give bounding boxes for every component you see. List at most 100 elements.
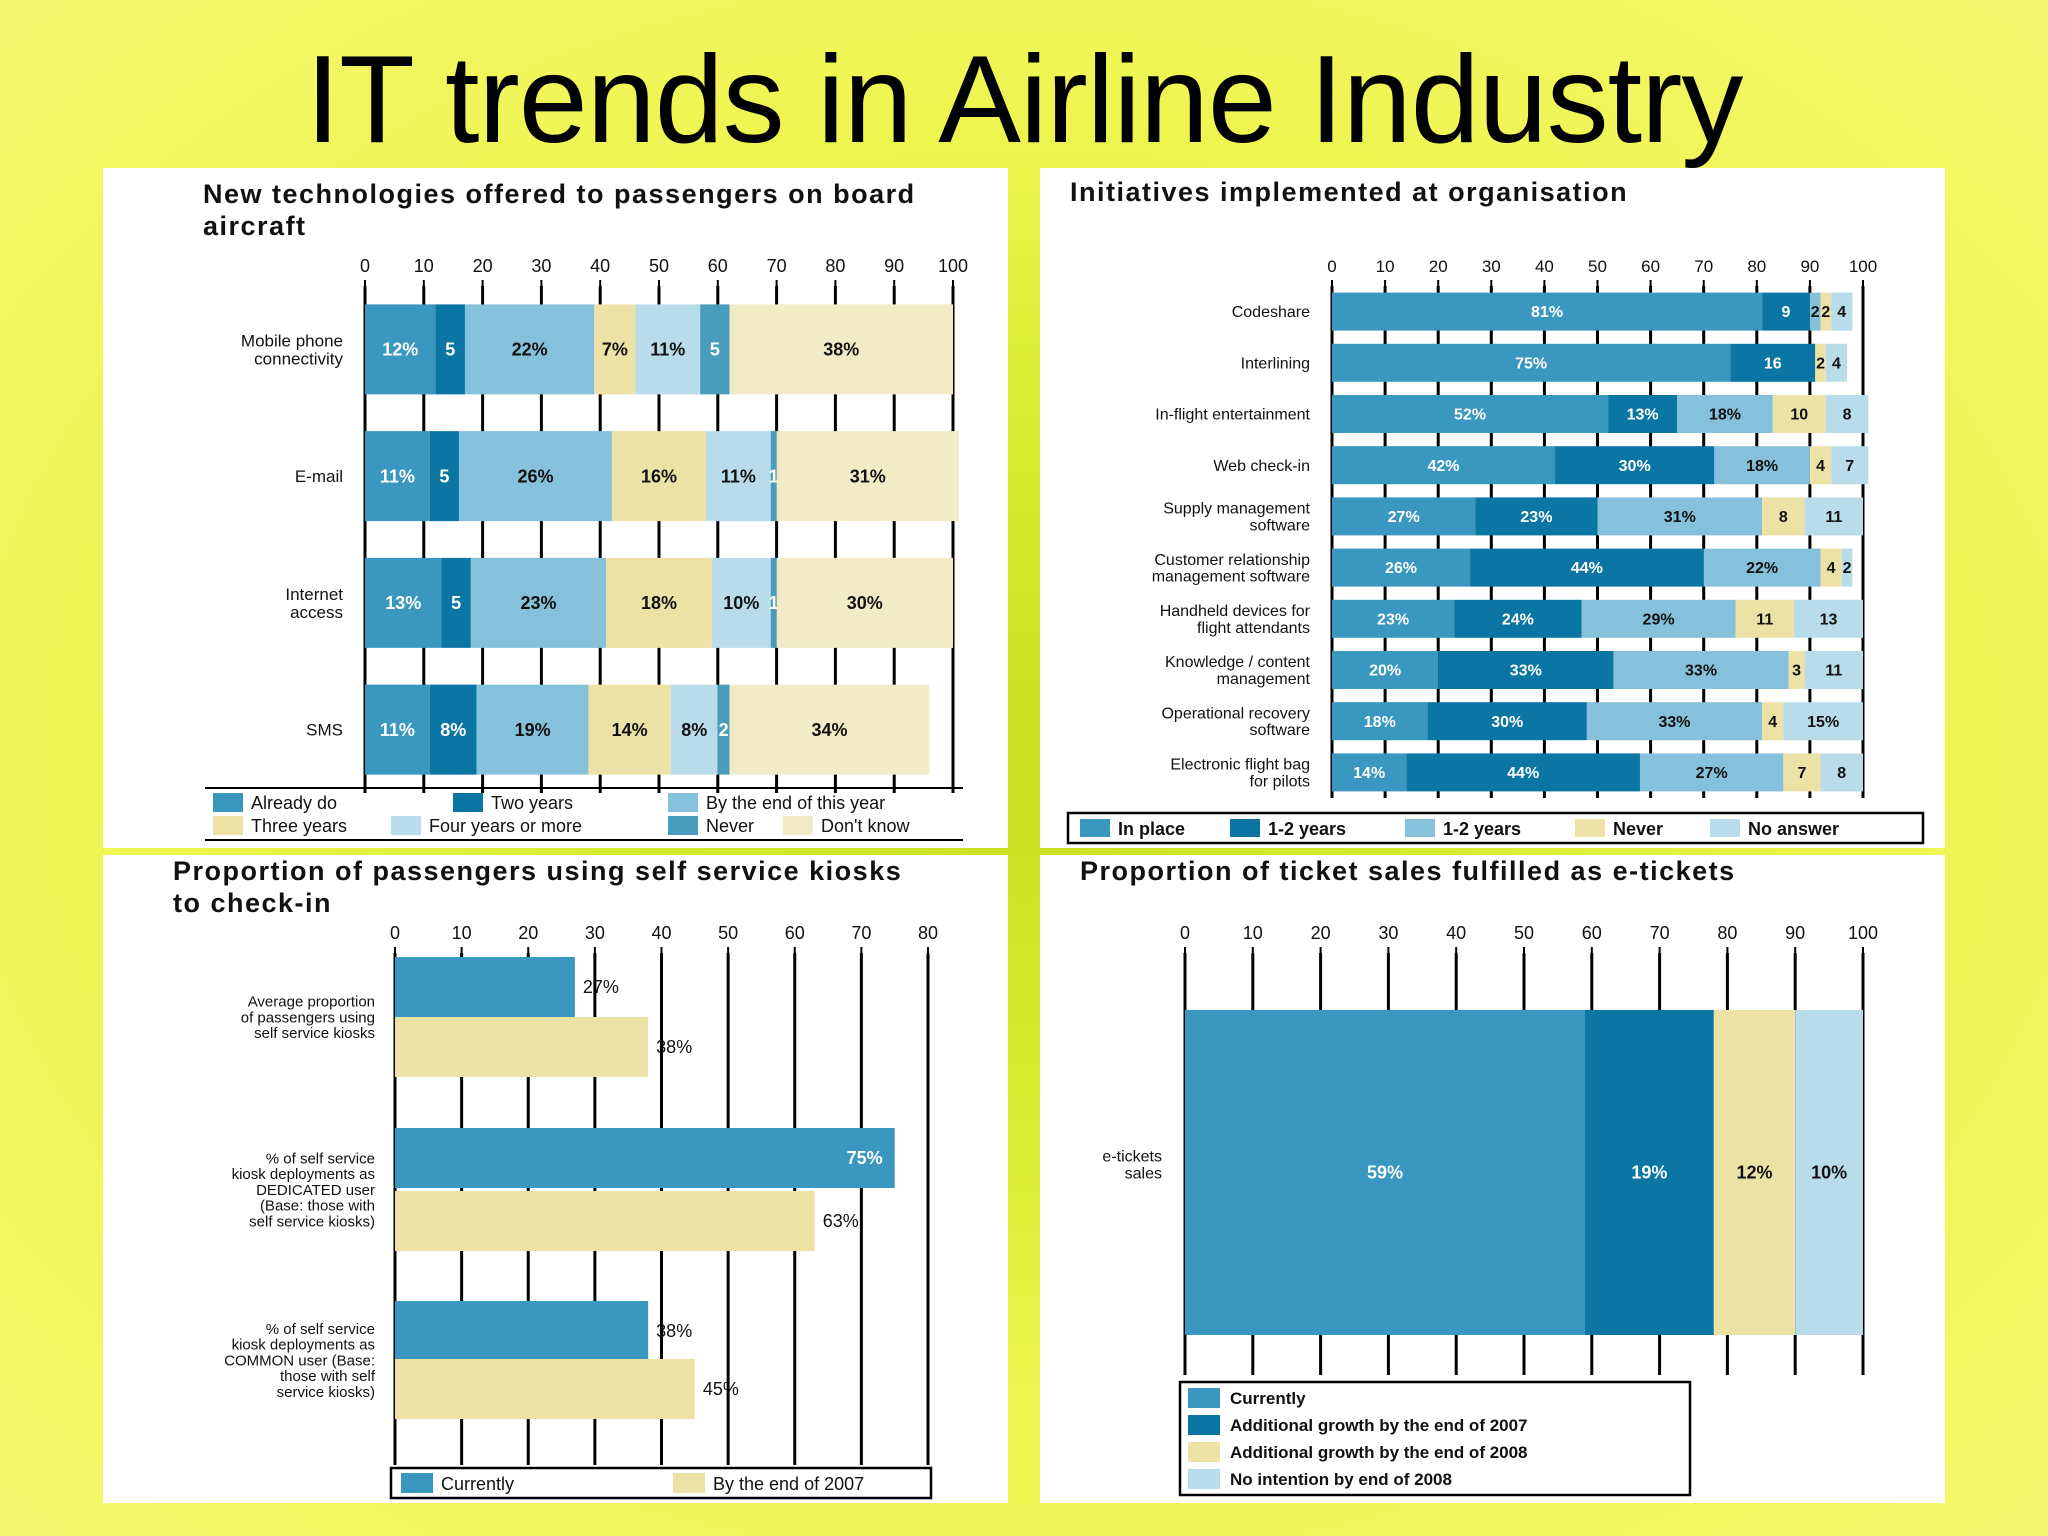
- legend-swatch: [1080, 819, 1110, 837]
- category-label: SMS: [306, 721, 343, 740]
- bar: [395, 1359, 695, 1419]
- bar-segment: [1735, 599, 1794, 638]
- legend-swatch: [213, 793, 243, 812]
- bar-segment: [1332, 497, 1476, 536]
- data-label: 29%: [1643, 611, 1675, 628]
- data-label: 11%: [380, 720, 415, 740]
- data-label: 81%: [1531, 304, 1563, 321]
- data-label: 2: [1821, 304, 1830, 321]
- bar-segment: [1332, 343, 1731, 382]
- bar-segment: [711, 557, 771, 648]
- data-label: 4: [1837, 304, 1846, 321]
- bar-segment: [1585, 1010, 1714, 1335]
- data-label: 30%: [1491, 714, 1523, 731]
- x-tick-label: 40: [590, 256, 610, 276]
- data-label: 2: [1816, 355, 1825, 372]
- bar-segment: [1825, 343, 1848, 382]
- bar-segment: [1820, 292, 1832, 331]
- x-tick-label: 60: [785, 923, 805, 943]
- category-label: management: [1217, 671, 1311, 688]
- legend-swatch: [401, 1473, 433, 1493]
- x-tick-label: 30: [531, 256, 551, 276]
- data-label: 13%: [1627, 407, 1659, 424]
- data-label: 1: [769, 593, 779, 613]
- data-label: 12%: [1737, 1163, 1773, 1183]
- bar-segment: [1783, 702, 1863, 741]
- category-label: Knowledge / content: [1165, 654, 1311, 671]
- category-label: Electronic flight bag: [1170, 757, 1310, 774]
- data-label: 16: [1764, 355, 1782, 372]
- data-label: 33%: [1685, 663, 1717, 680]
- legend-label: By the end of 2007: [713, 1474, 864, 1494]
- data-label: 7: [1845, 458, 1854, 475]
- data-label: 38%: [656, 1037, 692, 1057]
- legend-swatch: [1230, 819, 1260, 837]
- data-label: 19%: [1631, 1163, 1667, 1183]
- bar-segment: [470, 557, 607, 648]
- bar: [395, 1017, 649, 1077]
- data-label: 3: [1792, 663, 1801, 680]
- chart-title: Proportion of passengers using self serv…: [173, 856, 903, 918]
- bar-segment: [1332, 753, 1407, 792]
- data-label: 4: [1768, 714, 1777, 731]
- legend-label: Currently: [441, 1474, 514, 1494]
- data-label: 34%: [812, 720, 848, 740]
- bar-segment: [729, 684, 930, 775]
- bar-segment: [1825, 395, 1869, 433]
- data-label: 8: [1837, 765, 1846, 782]
- bar-segment: [770, 557, 777, 648]
- bar-segment: [1185, 1010, 1586, 1335]
- data-label: 75%: [847, 1148, 883, 1168]
- data-label: 23%: [520, 593, 556, 613]
- legend-label: Additional growth by the end of 2007: [1230, 1416, 1528, 1435]
- legend-label: Never: [706, 816, 754, 836]
- bar-segment: [1613, 651, 1789, 689]
- data-label: 11%: [650, 340, 685, 360]
- x-tick-label: 10: [1376, 257, 1395, 276]
- data-label: 11: [1825, 509, 1842, 526]
- data-label: 23%: [1377, 611, 1409, 628]
- category-label: Interlining: [1241, 355, 1310, 372]
- data-label: 2: [719, 720, 729, 740]
- x-tick-label: 100: [938, 256, 968, 276]
- bar-segment: [429, 431, 460, 522]
- bar-segment: [1804, 497, 1863, 536]
- bar-segment: [1608, 395, 1678, 433]
- x-tick-label: 20: [1311, 923, 1331, 943]
- category-label: sales: [1125, 1166, 1162, 1183]
- data-label: 44%: [1571, 560, 1603, 577]
- bar-segment: [594, 304, 636, 395]
- data-label: 18%: [1746, 458, 1778, 475]
- data-label: 18%: [641, 593, 677, 613]
- x-tick-label: 60: [1641, 257, 1660, 276]
- category-label: kiosk deployments as: [232, 1166, 375, 1183]
- chart-title: New technologies offered to passengers o…: [203, 179, 916, 241]
- legend-label: Never: [1613, 819, 1663, 839]
- bar-segment: [1793, 599, 1863, 638]
- x-tick-label: 0: [360, 256, 370, 276]
- bar-segment: [365, 304, 436, 395]
- data-label: 4: [1827, 560, 1836, 577]
- x-tick-label: 90: [1800, 257, 1819, 276]
- stacked-bar-chart: 0 10 20 30 40 50 60 70 80 90 100 Mobile phoneconnec…: [205, 256, 968, 841]
- bar-segment: [365, 557, 442, 648]
- bar-segment: [1332, 395, 1609, 433]
- bar: [395, 1301, 649, 1361]
- chart-panel-kiosks: Proportion of passengers using self serv…: [103, 855, 1008, 1503]
- data-label: 24%: [1502, 611, 1534, 628]
- legend-swatch: [1405, 819, 1435, 837]
- data-label: 33%: [1658, 714, 1690, 731]
- bar-segment: [1677, 395, 1773, 433]
- x-tick-label: 10: [452, 923, 472, 943]
- data-label: 12%: [382, 340, 418, 360]
- legend-swatch: [1188, 1415, 1220, 1435]
- bar-segment: [1332, 292, 1763, 331]
- x-tick-label: 70: [1694, 257, 1713, 276]
- data-label: 20%: [1369, 663, 1401, 680]
- data-label: 8%: [440, 720, 466, 740]
- data-label: 33%: [1510, 663, 1542, 680]
- bar-segment: [1597, 497, 1763, 536]
- bar-segment: [1454, 599, 1582, 638]
- chart-panel-etickets: Proportion of ticket sales fulfilled as …: [1040, 855, 1945, 1503]
